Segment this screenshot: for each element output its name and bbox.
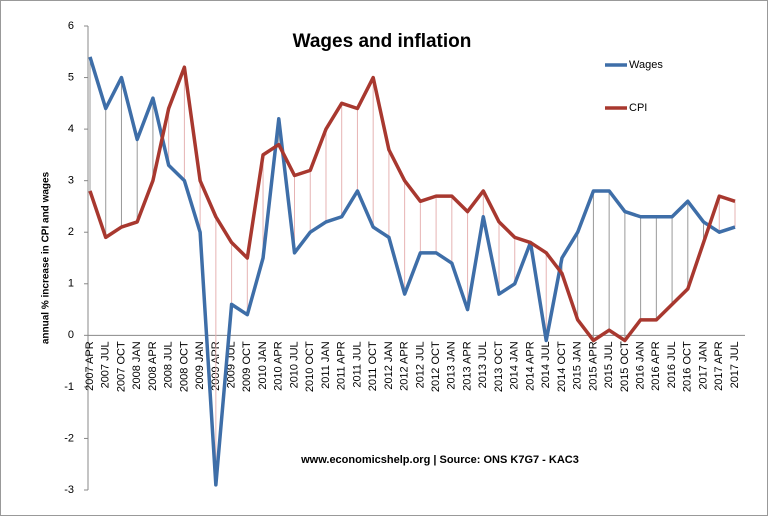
chart-title: Wages and inflation — [293, 31, 472, 52]
x-tick-label: 2017 APR — [713, 341, 725, 391]
x-tick-label: 2007 OCT — [115, 341, 127, 392]
y-tick-label: 3 — [68, 175, 74, 187]
y-tick-label: 1 — [68, 278, 74, 290]
x-tick-label: 2017 JUL — [729, 341, 741, 388]
x-tick-label: 2009 OCT — [241, 341, 253, 392]
y-tick-label: 2 — [68, 226, 74, 238]
x-tick-label: 2011 OCT — [367, 341, 379, 391]
x-tick-label: 2008 JUL — [163, 341, 175, 388]
x-tick-label: 2013 JAN — [446, 341, 458, 389]
x-tick-label: 2012 APR — [399, 341, 411, 391]
legend-label: Wages — [629, 59, 663, 71]
series-line — [88, 56, 736, 487]
y-tick-label: 5 — [68, 71, 74, 83]
x-tick-label: 2014 OCT — [556, 341, 568, 392]
source-note: www.economicshelp.org | Source: ONS K7G7… — [300, 454, 579, 466]
x-tick-label: 2010 OCT — [304, 341, 316, 392]
x-tick-label: 2013 JUL — [477, 341, 489, 388]
x-tick-label: 2010 APR — [273, 341, 285, 391]
x-tick-label: 2014 JAN — [509, 341, 521, 389]
x-tick-label: 2017 JAN — [697, 341, 709, 389]
x-tick-label: 2012 JUL — [414, 341, 426, 388]
y-tick-label: -1 — [64, 381, 74, 393]
y-tick-label: 6 — [68, 20, 74, 32]
y-tick-label: 0 — [68, 329, 74, 341]
x-tick-label: 2007 JUL — [100, 341, 112, 388]
legend-label: CPI — [629, 102, 647, 114]
x-tick-label: 2015 APR — [587, 341, 599, 391]
x-tick-label: 2016 APR — [650, 341, 662, 391]
x-tick-label: 2008 APR — [147, 341, 159, 391]
x-tick-label: 2009 JAN — [194, 341, 206, 389]
y-axis-label: annual % increase in CPI and wages — [41, 171, 52, 344]
y-tick-label: -3 — [64, 484, 74, 496]
x-tick-label: 2016 OCT — [682, 341, 694, 392]
x-tick-label: 2010 JAN — [257, 341, 269, 389]
x-tick-label: 2016 JUL — [666, 341, 678, 388]
x-tick-label: 2013 APR — [461, 341, 473, 391]
x-tick-label: 2012 JAN — [383, 341, 395, 389]
x-tick-label: 2011 JAN — [320, 341, 332, 389]
y-tick-label: -2 — [64, 432, 74, 444]
x-tick-label: 2015 OCT — [619, 341, 631, 392]
x-tick-label: 2007 APR — [84, 341, 96, 391]
x-tick-label: 2014 JUL — [540, 341, 552, 388]
x-tick-label: 2008 JAN — [131, 341, 143, 389]
series-line — [88, 65, 736, 343]
x-tick-label: 2008 OCT — [178, 341, 190, 392]
x-tick-label: 2013 OCT — [493, 341, 505, 392]
x-tick-label: 2010 JUL — [288, 341, 300, 388]
x-tick-label: 2015 JUL — [603, 341, 615, 388]
x-tick-label: 2011 JUL — [351, 341, 363, 387]
x-tick-label: 2014 APR — [524, 341, 536, 391]
x-tick-label: 2015 JAN — [572, 341, 584, 389]
y-tick-label: 4 — [68, 123, 74, 135]
x-tick-label: 2011 APR — [336, 341, 348, 390]
x-tick-label: 2012 OCT — [430, 341, 442, 392]
x-tick-label: 2016 JAN — [635, 341, 647, 389]
